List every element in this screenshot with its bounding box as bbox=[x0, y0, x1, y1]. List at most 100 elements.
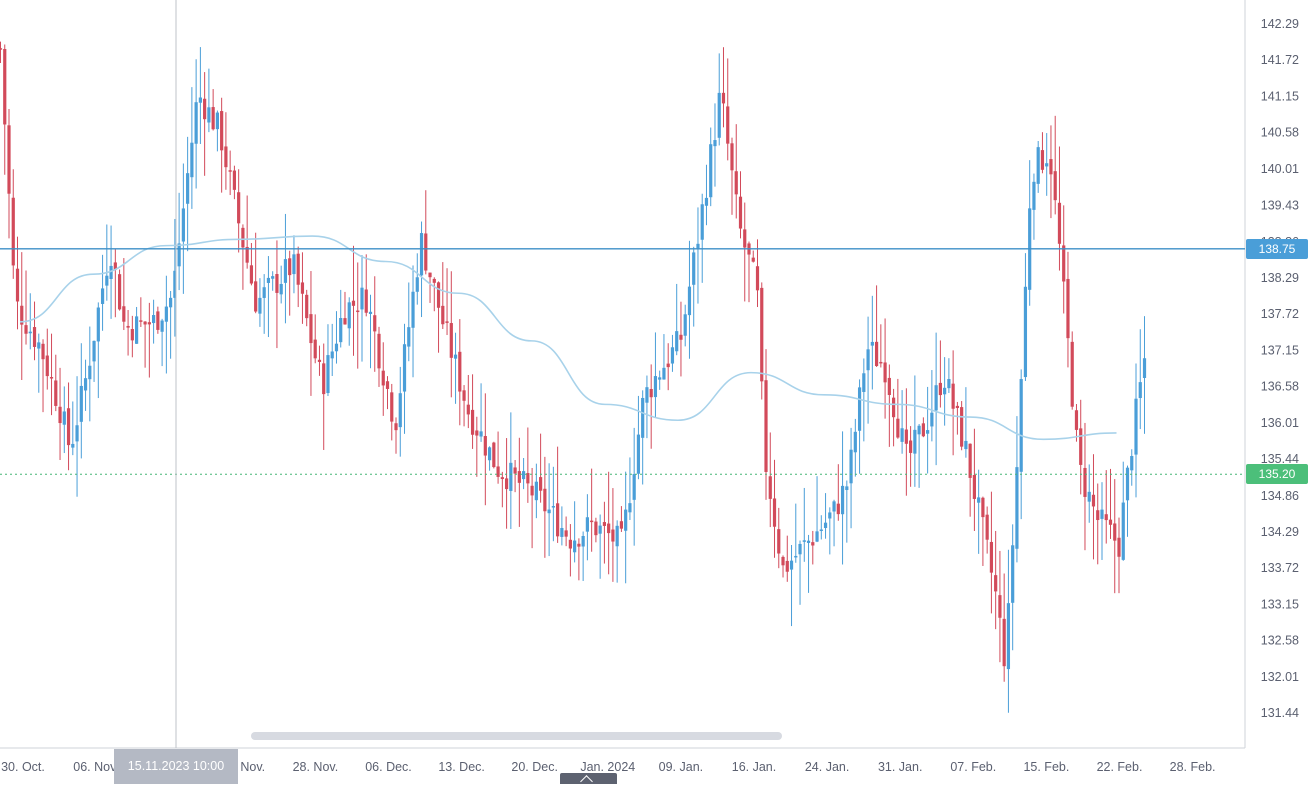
candle-body bbox=[636, 434, 641, 474]
candle-body bbox=[381, 370, 385, 386]
candle-body bbox=[683, 314, 687, 336]
y-tick-label: 135.44 bbox=[1261, 452, 1299, 466]
candle-body bbox=[445, 321, 449, 323]
candle-body bbox=[917, 425, 921, 435]
candle-body bbox=[734, 171, 738, 195]
time-axis[interactable]: 30. Oct.06. Nov.13. Nov.20. Nov.28. Nov.… bbox=[1, 760, 1215, 774]
candle-body bbox=[870, 341, 874, 346]
candle-body bbox=[900, 428, 904, 442]
candle-body bbox=[309, 314, 313, 344]
price-axis[interactable]: 142.29 141.72 141.15 140.58 140.01 139.43 138.… bbox=[1261, 17, 1299, 720]
candle-body bbox=[160, 320, 164, 332]
candle-body bbox=[475, 430, 479, 436]
candle-body bbox=[198, 97, 202, 103]
candle-body bbox=[271, 276, 275, 279]
candle-body bbox=[3, 49, 7, 125]
candle-body bbox=[194, 102, 198, 144]
candle-body bbox=[1036, 147, 1040, 184]
candle-body bbox=[1108, 519, 1113, 525]
candle-body bbox=[619, 521, 624, 529]
candle-body bbox=[164, 306, 168, 322]
candle-body bbox=[364, 289, 368, 313]
candle-body bbox=[977, 497, 981, 503]
candle-body bbox=[266, 277, 271, 283]
candle-body bbox=[590, 520, 594, 523]
candle-body bbox=[675, 331, 679, 352]
x-tick-label: 06. Nov. bbox=[73, 760, 119, 774]
candle-body bbox=[181, 208, 185, 242]
candle-body bbox=[934, 385, 938, 411]
candle-body bbox=[292, 254, 296, 275]
candle-body bbox=[564, 530, 568, 537]
candle-body bbox=[653, 376, 658, 398]
y-tick-label: 136.01 bbox=[1261, 416, 1299, 430]
candle-body bbox=[432, 278, 436, 283]
candle-body bbox=[54, 380, 58, 406]
candle-body bbox=[424, 233, 428, 271]
candle-body bbox=[628, 503, 632, 513]
candle-body bbox=[1062, 245, 1066, 282]
candle-body bbox=[560, 528, 564, 537]
candle-body bbox=[470, 409, 475, 435]
x-tick-label: 30. Oct. bbox=[1, 760, 45, 774]
candle-body bbox=[521, 471, 526, 480]
candle-body bbox=[764, 380, 768, 472]
candle-body bbox=[37, 342, 41, 349]
candle-body bbox=[220, 111, 224, 151]
candle-body bbox=[556, 503, 560, 537]
crosshair-price-tag: 135.20 bbox=[1246, 464, 1308, 485]
candle-body bbox=[662, 367, 666, 380]
candle-body bbox=[785, 560, 789, 572]
candle-body bbox=[390, 392, 394, 422]
candle-body bbox=[1134, 398, 1138, 455]
candle-body bbox=[462, 390, 466, 401]
horizontal-scrollbar[interactable] bbox=[251, 732, 782, 740]
candle-body bbox=[679, 334, 683, 340]
candle-body bbox=[300, 282, 305, 294]
candle-body bbox=[28, 331, 32, 334]
candle-body bbox=[105, 275, 109, 286]
candle-body bbox=[909, 440, 913, 453]
candle-body bbox=[1032, 181, 1036, 210]
candle-body bbox=[781, 556, 785, 566]
y-tick-label: 134.86 bbox=[1261, 489, 1299, 503]
candle-body bbox=[466, 404, 470, 415]
candle-body bbox=[607, 523, 611, 534]
candle-body bbox=[326, 355, 330, 394]
candle-body bbox=[356, 310, 360, 313]
candle-body bbox=[122, 306, 126, 322]
candle-body bbox=[815, 531, 819, 542]
candle-body bbox=[743, 229, 747, 248]
candle-body bbox=[798, 543, 802, 555]
expand-panel-button[interactable] bbox=[560, 773, 617, 788]
candle-body bbox=[700, 204, 704, 240]
candle-body bbox=[598, 525, 602, 534]
chart-frame bbox=[0, 0, 1246, 749]
candle-body bbox=[951, 383, 955, 409]
candle-body bbox=[1083, 467, 1087, 497]
candle-body bbox=[1023, 286, 1028, 378]
candle-body bbox=[755, 266, 760, 291]
candle-body bbox=[849, 449, 853, 484]
candle-body bbox=[1002, 618, 1006, 667]
y-tick-label: 138.29 bbox=[1261, 271, 1299, 285]
candle-body bbox=[24, 325, 28, 334]
candle-body bbox=[211, 107, 215, 130]
candle-body bbox=[71, 443, 75, 448]
candle-body bbox=[1045, 163, 1049, 167]
candle-body bbox=[203, 98, 207, 120]
candle-body bbox=[58, 406, 62, 424]
candle-body bbox=[517, 471, 521, 483]
candle-body bbox=[568, 539, 572, 549]
y-tick-label: 131.44 bbox=[1261, 706, 1299, 720]
candle-body bbox=[487, 447, 492, 461]
candle-body bbox=[649, 388, 653, 398]
candle-body bbox=[228, 170, 232, 172]
candle-body bbox=[62, 411, 66, 425]
candle-body bbox=[45, 355, 49, 377]
candle-body bbox=[926, 430, 930, 434]
candle-body bbox=[173, 270, 177, 298]
candle-body bbox=[339, 317, 343, 343]
x-tick-label: 09. Jan. bbox=[659, 760, 703, 774]
